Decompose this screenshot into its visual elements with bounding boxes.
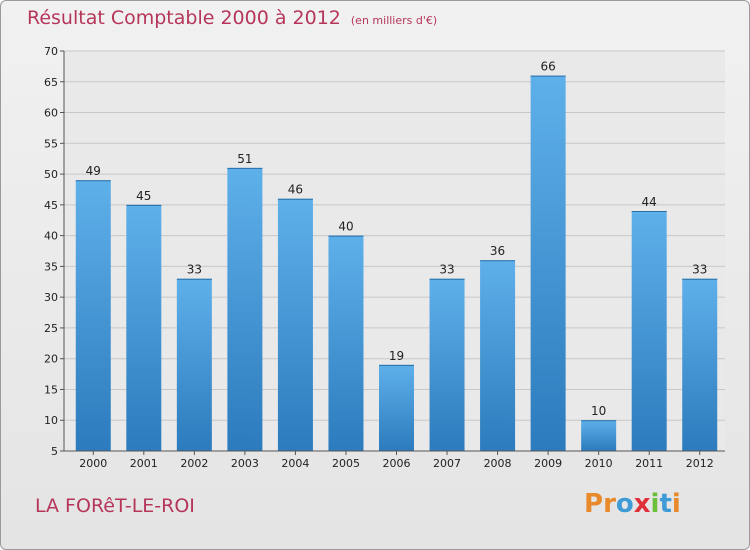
bar — [581, 420, 617, 451]
x-tick-label: 2002 — [180, 457, 208, 470]
grid-lines — [64, 50, 725, 421]
y-tick: 35 — [44, 260, 64, 273]
y-tick: 45 — [44, 199, 64, 212]
y-tick-label: 30 — [44, 291, 58, 304]
y-tick: 70 — [44, 45, 64, 58]
bar-group: 36 2008 — [480, 244, 516, 470]
data-label: 44 — [642, 195, 657, 209]
y-tick-label: 45 — [44, 199, 58, 212]
x-tick-label: 2003 — [231, 457, 259, 470]
bar-group: 44 2011 — [631, 195, 667, 470]
logo-letter: x — [633, 489, 651, 519]
data-label: 33 — [439, 263, 454, 277]
x-tick-label: 2007 — [433, 457, 461, 470]
logo-letter: r — [603, 489, 616, 519]
bar-group: 33 2012 — [682, 263, 718, 470]
bar-group: 66 2009 — [530, 60, 566, 470]
bar — [328, 235, 364, 451]
x-tick-label: 2010 — [585, 457, 613, 470]
logo-letter: i — [650, 489, 660, 519]
bar-group: 49 2000 — [75, 164, 111, 470]
bar-group: 33 2007 — [429, 263, 465, 470]
y-tick-label: 35 — [44, 260, 58, 273]
y-tick: 20 — [44, 353, 64, 366]
y-tick: 5 — [51, 445, 64, 458]
x-tick-label: 2005 — [332, 457, 360, 470]
bar-group: 46 2004 — [277, 183, 313, 470]
proxiti-logo: Proxiti — [584, 489, 681, 519]
bar — [429, 278, 465, 451]
y-tick: 65 — [44, 76, 64, 89]
y-tick-label: 20 — [44, 353, 58, 366]
logo-letter: o — [615, 489, 634, 519]
bar-group: 40 2005 — [328, 220, 364, 470]
data-label: 66 — [540, 60, 555, 74]
chart-title: Résultat Comptable 2000 à 2012 (en millie… — [27, 7, 437, 29]
bar — [227, 167, 263, 451]
bar — [75, 180, 111, 451]
x-tick-label: 2009 — [534, 457, 562, 470]
bar — [631, 211, 667, 451]
y-tick-label: 10 — [44, 414, 58, 427]
y-tick-label: 40 — [44, 230, 58, 243]
data-label: 33 — [187, 263, 202, 277]
bar-group: 19 2006 — [379, 349, 414, 470]
data-label: 40 — [338, 220, 353, 234]
bar-group: 33 2002 — [176, 263, 212, 470]
bars: 49 2000 45 2001 33 2002 51 2003 46 2004 40 2005 19 20… — [75, 60, 718, 470]
data-label: 45 — [136, 189, 151, 203]
bar-group: 10 2010 — [581, 404, 617, 470]
x-tick-label: 2001 — [130, 457, 158, 470]
bar — [530, 75, 566, 451]
y-tick: 15 — [44, 383, 64, 396]
y-tick-label: 25 — [44, 322, 58, 335]
axes: 5 10 15 20 25 30 35 40 45 50 55 60 65 70 — [44, 45, 725, 458]
y-tick-label: 15 — [44, 383, 58, 396]
x-tick-label: 2012 — [686, 457, 714, 470]
bar — [126, 204, 162, 451]
logo-letter: t — [659, 489, 672, 519]
data-label: 51 — [237, 152, 252, 166]
bar — [277, 198, 313, 451]
data-label: 46 — [288, 183, 303, 197]
x-tick-label: 2008 — [484, 457, 512, 470]
y-tick-label: 60 — [44, 107, 58, 120]
y-tick-label: 55 — [44, 137, 58, 150]
bar — [682, 278, 718, 451]
y-tick: 60 — [44, 107, 64, 120]
y-tick: 30 — [44, 291, 64, 304]
bar-group: 45 2001 — [126, 189, 162, 470]
chart-title-text: Résultat Comptable 2000 à 2012 — [27, 7, 341, 29]
commune-name: LA FORêT-LE-ROI — [35, 495, 195, 517]
logo-letter: P — [584, 489, 604, 519]
x-tick-label: 2004 — [281, 457, 309, 470]
y-tick: 40 — [44, 230, 64, 243]
data-label: 33 — [692, 263, 707, 277]
x-tick-label: 2000 — [79, 457, 107, 470]
bar — [379, 364, 414, 451]
bar-group: 51 2003 — [227, 152, 263, 470]
y-tick: 50 — [44, 168, 64, 181]
data-label: 36 — [490, 244, 505, 258]
x-tick-label: 2011 — [635, 457, 663, 470]
chart-unit: (en milliers d'€) — [350, 14, 438, 27]
logo-letter: i — [671, 489, 681, 519]
data-label: 19 — [389, 349, 404, 363]
bar — [176, 278, 212, 451]
y-tick-label: 65 — [44, 76, 58, 89]
data-label: 10 — [591, 404, 606, 418]
y-tick: 55 — [44, 137, 64, 150]
y-tick-label: 70 — [44, 45, 58, 58]
data-label: 49 — [86, 164, 101, 178]
y-tick-label: 50 — [44, 168, 58, 181]
y-tick: 10 — [44, 414, 64, 427]
x-tick-label: 2006 — [383, 457, 411, 470]
bar — [480, 260, 516, 451]
y-tick: 25 — [44, 322, 64, 335]
y-tick-label: 5 — [51, 445, 58, 458]
